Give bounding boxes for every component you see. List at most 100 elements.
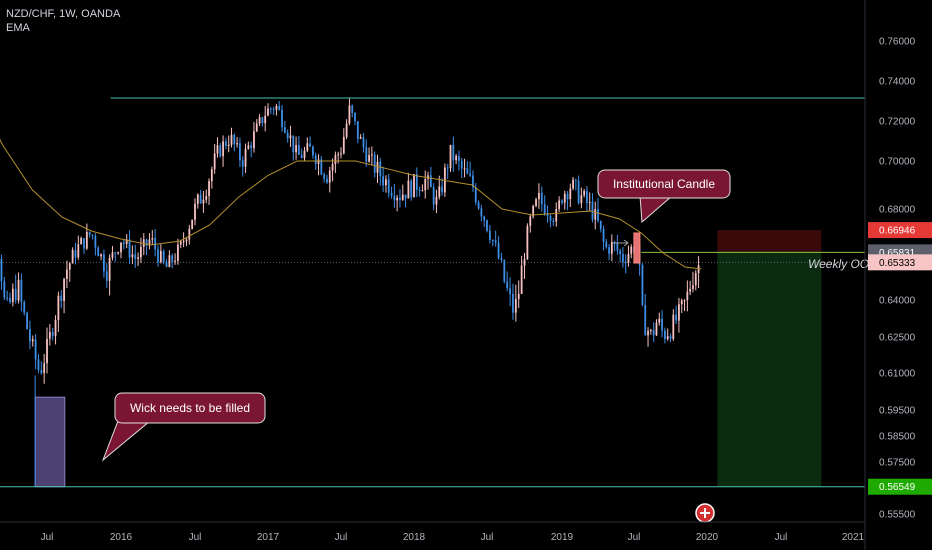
candle-body (91, 234, 94, 236)
candle-body (224, 141, 227, 147)
candle-body (370, 154, 373, 156)
candle-body (649, 329, 652, 331)
candle-body (68, 263, 71, 270)
candle-body (393, 195, 396, 201)
candle-body (148, 239, 151, 246)
candle-body (421, 190, 424, 192)
candle-body (151, 237, 154, 240)
candle-body (404, 194, 407, 199)
stop-loss-zone[interactable] (717, 230, 822, 253)
candle-body (94, 235, 97, 248)
candle-body (134, 254, 137, 259)
candle-body (538, 192, 540, 200)
candle-body (512, 293, 514, 313)
candle-body (128, 239, 131, 258)
candle-body (11, 288, 14, 303)
candle-body (317, 159, 320, 164)
candle-body (145, 239, 148, 246)
annotations[interactable]: Institutional Candle Wick needs to be fil… (101, 169, 869, 523)
candle-body (588, 201, 591, 203)
candle-body (692, 285, 694, 289)
candle-body (532, 205, 535, 217)
candle-body (253, 131, 255, 149)
candle-body (239, 143, 241, 161)
candle-body (247, 145, 250, 149)
candle-body (669, 336, 672, 339)
candle-body (354, 112, 356, 122)
candle-body (572, 179, 574, 189)
candle-body (306, 143, 309, 151)
candle-body (199, 194, 202, 204)
take-profit-zone[interactable] (717, 252, 822, 487)
candle-body (455, 156, 458, 161)
candle-body (63, 278, 65, 301)
candle-body (483, 216, 486, 221)
x-tick-label: Jul (481, 532, 494, 543)
candle-body (162, 250, 165, 263)
candle-body (385, 179, 387, 186)
candle-body (546, 214, 549, 217)
candle-body (401, 194, 404, 200)
candle-body (599, 220, 602, 230)
candle-body (312, 146, 314, 156)
candle-body (480, 208, 483, 217)
candle-body (586, 190, 588, 203)
candle-body (278, 105, 281, 110)
candle-body (14, 288, 17, 301)
price-badge-label: 0.65333 (879, 258, 916, 269)
candle-body (80, 238, 83, 245)
candles (0, 98, 700, 487)
candle-body (120, 242, 122, 253)
candle-body (37, 359, 40, 371)
candle-body (196, 194, 199, 204)
candle-body (602, 229, 605, 242)
horizontal-levels[interactable] (0, 97, 865, 488)
candle-body (328, 170, 331, 183)
y-tick-label: 0.74000 (879, 77, 916, 88)
candle-body (647, 330, 649, 336)
weekly-oo-label: Weekly OO (808, 257, 869, 271)
candle-body (105, 271, 108, 281)
candle-body (233, 134, 236, 145)
x-tick-label: Jul (189, 532, 202, 543)
candle-body (227, 144, 230, 147)
candle-body (689, 288, 692, 292)
wick-fill-box[interactable] (34, 396, 66, 488)
candle-body (427, 175, 429, 180)
candle-body (208, 181, 210, 197)
candle-body (619, 250, 622, 255)
candle-body (154, 237, 157, 250)
candle-body (267, 108, 269, 116)
candle-body (552, 221, 555, 223)
candle-body (376, 161, 379, 173)
institutional-candle-callout[interactable]: Institutional Candle (597, 169, 731, 224)
candle-body (678, 304, 680, 321)
candle-body (558, 200, 561, 210)
institutional-candle-callout-tail (639, 195, 674, 224)
ema-polyline (0, 138, 702, 270)
y-tick-label: 0.59500 (879, 406, 916, 417)
candle-body (334, 155, 337, 165)
candle-body (269, 108, 272, 110)
candle-body (202, 199, 205, 204)
candle-body (443, 167, 446, 193)
candle-body (474, 187, 477, 203)
wick-callout-box (114, 392, 266, 424)
y-tick-label: 0.61000 (879, 369, 916, 380)
price-badge: 0.65333 (868, 254, 932, 271)
candle-body (535, 199, 537, 206)
candle-body (331, 164, 334, 171)
add-alert-button[interactable] (695, 503, 715, 523)
institutional-candle[interactable] (633, 232, 641, 264)
candle-body (6, 297, 9, 299)
candle-body (46, 338, 48, 364)
candle-body (314, 155, 317, 164)
candle-body (435, 196, 438, 205)
candle-body (491, 239, 494, 241)
price-badge-label: 0.65831 (879, 248, 916, 259)
wick-callout[interactable]: Wick needs to be filled (101, 392, 266, 462)
candle-body (362, 137, 365, 148)
candle-body (529, 216, 532, 226)
candle-body (452, 144, 455, 161)
